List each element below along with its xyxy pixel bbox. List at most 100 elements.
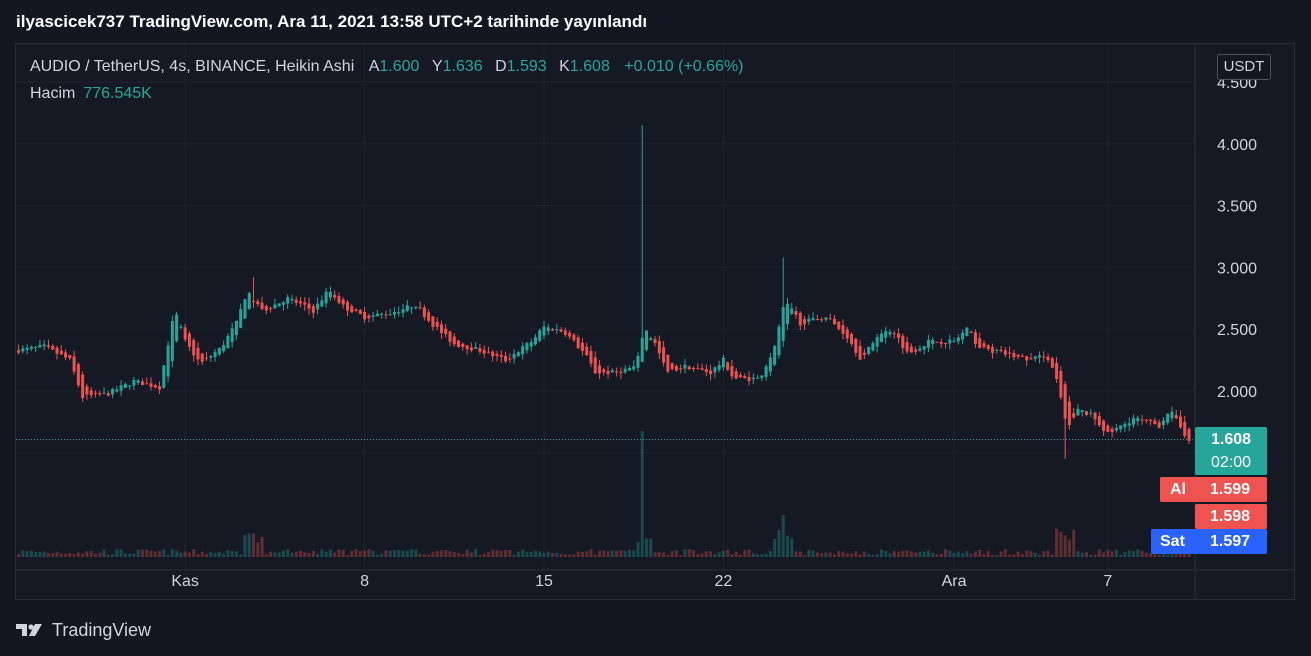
low-label: D	[495, 58, 507, 75]
volume-bar	[790, 538, 794, 557]
footer-brand[interactable]: TradingView	[16, 619, 151, 641]
volume-label: Hacim	[30, 85, 76, 102]
volume-bar	[837, 551, 841, 557]
currency-button[interactable]: USDT	[1217, 54, 1271, 80]
volume-bar	[687, 549, 691, 557]
candle-body	[1161, 420, 1165, 426]
volume-bar	[875, 554, 879, 557]
volume-bar	[504, 549, 508, 557]
volume-bar	[700, 553, 704, 557]
candle-body	[807, 318, 811, 322]
volume-bar	[1016, 551, 1020, 557]
volume-bar	[277, 552, 281, 557]
candle-body	[341, 299, 345, 305]
candle-body	[72, 356, 76, 372]
candle-body	[551, 329, 555, 331]
ask-button[interactable]: Al 1.599	[1160, 477, 1267, 502]
close-label: K	[559, 58, 570, 75]
volume-bar	[747, 549, 751, 557]
candle-body	[132, 379, 136, 386]
candle-body	[358, 310, 362, 314]
volume-bar	[738, 554, 742, 557]
candle-body	[444, 328, 448, 334]
candle-body	[721, 357, 725, 368]
candle-body	[598, 365, 602, 374]
volume-bar	[572, 554, 576, 557]
candle-body	[1080, 410, 1084, 413]
y-tick-label: 4.000	[1217, 137, 1257, 154]
candle-body	[828, 318, 832, 320]
volume-bar	[521, 549, 525, 557]
candle-body	[653, 339, 657, 343]
candle-body	[405, 305, 409, 311]
candle-body	[286, 296, 290, 304]
candle-body	[939, 342, 943, 344]
volume-bar	[931, 552, 935, 557]
volume-bar	[25, 551, 29, 557]
candle-body	[1050, 358, 1054, 368]
volume-bar	[512, 554, 516, 557]
volume-bar	[89, 550, 93, 557]
high-value: 1.636	[442, 58, 483, 75]
candle-body	[273, 304, 277, 309]
bid-button[interactable]: Sat 1.597	[1151, 529, 1267, 554]
volume-bar	[162, 549, 166, 557]
candle-body	[704, 369, 708, 372]
volume-bar	[901, 551, 905, 557]
volume-bar	[247, 533, 251, 557]
volume-bar	[158, 550, 162, 557]
high-label: Y	[431, 58, 443, 75]
volume-bar	[743, 550, 747, 557]
volume-bar	[345, 554, 349, 557]
candle-body	[568, 332, 572, 337]
volume-bar	[1063, 535, 1067, 557]
candle-body	[76, 364, 80, 386]
volume-bar	[645, 538, 649, 557]
volume-bar	[533, 550, 537, 557]
candle-body	[46, 345, 50, 347]
volume-bar	[841, 551, 845, 557]
candle-body	[183, 327, 187, 340]
candle-body	[448, 331, 452, 342]
change-value: +0.010 (+0.66%)	[624, 58, 744, 75]
volume-bar	[1157, 554, 1161, 557]
volume-bar	[405, 550, 409, 557]
symbol-info[interactable]: AUDIO / TetherUS, 4s, BINANCE, Heikin As…	[30, 58, 355, 75]
volume-legend: Hacim 776.545K	[30, 85, 152, 103]
candle-body	[862, 352, 866, 355]
candle-body	[1020, 355, 1024, 357]
volume-bar	[123, 553, 127, 557]
candle-body	[674, 366, 678, 371]
volume-bar	[1033, 552, 1037, 557]
candle-body	[153, 385, 157, 388]
volume-bar	[187, 552, 191, 557]
candle-body	[683, 364, 687, 369]
candle-body	[128, 385, 132, 387]
candle-body	[21, 348, 25, 352]
candle-body	[354, 309, 358, 311]
candle-body	[17, 350, 21, 353]
volume-bar	[72, 554, 76, 557]
volume-bar	[704, 551, 708, 557]
volume-bar	[149, 550, 153, 557]
candle-body	[29, 346, 33, 349]
candle-body	[98, 393, 102, 395]
candle-body	[1110, 428, 1114, 433]
candle-body	[623, 368, 627, 373]
candle-body	[986, 345, 990, 350]
candle-body	[243, 299, 247, 319]
volume-bar	[465, 549, 469, 557]
candle-body	[1084, 411, 1088, 415]
volume-bar	[973, 551, 977, 557]
volume-bar	[294, 551, 298, 557]
volume-bar	[751, 553, 755, 557]
candle-body	[918, 348, 922, 351]
volume-bar	[854, 551, 858, 557]
volume-bar	[1080, 552, 1084, 557]
volume-bar	[1029, 551, 1033, 557]
volume-bar	[341, 549, 345, 557]
volume-bar	[358, 551, 362, 557]
candle-body	[743, 376, 747, 378]
candle-body	[119, 385, 123, 391]
